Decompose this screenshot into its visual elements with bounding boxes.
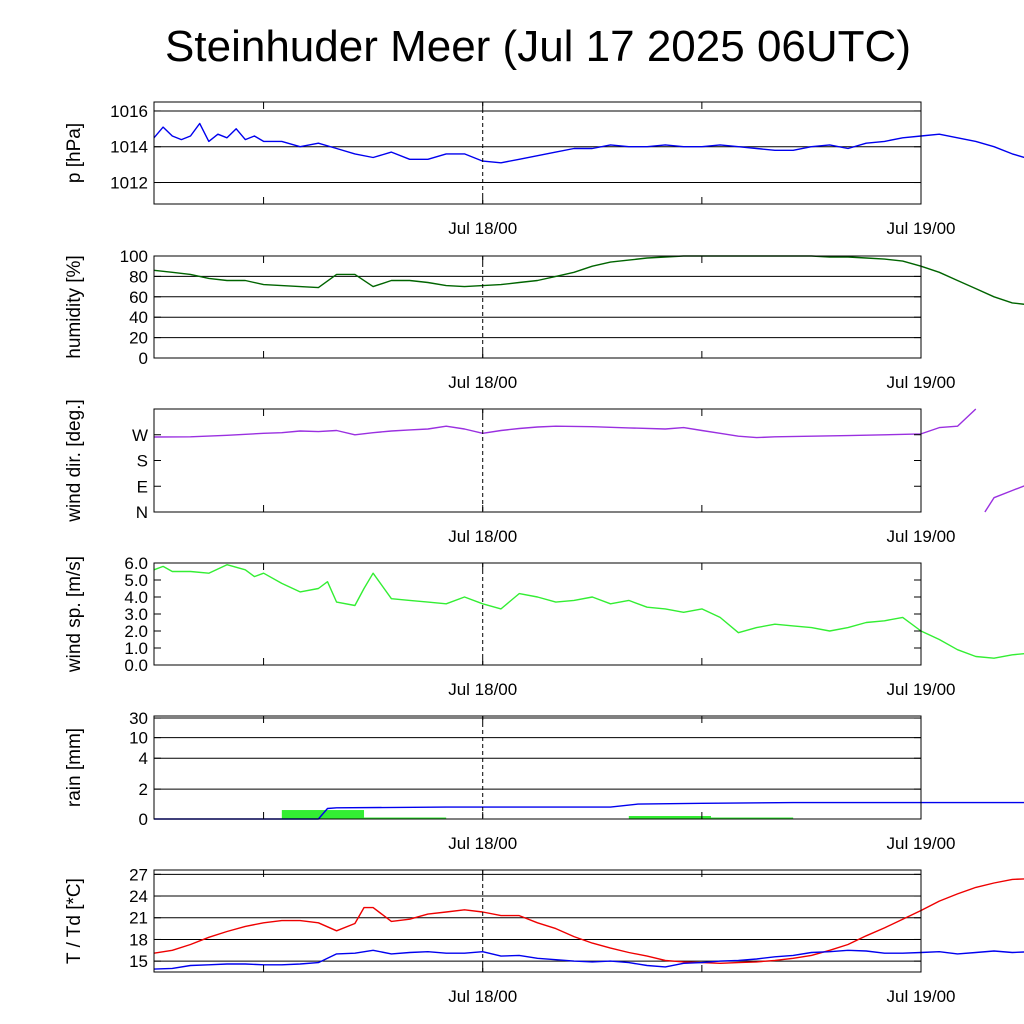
y-tick-label: 5.0: [124, 571, 148, 590]
y-tick-label: 40: [129, 308, 148, 327]
y-tick-label: 4.0: [124, 588, 148, 607]
y-tick-label: E: [137, 477, 148, 496]
wind_dir-ylabel: wind dir. [deg.]: [64, 399, 85, 523]
pressure-ylabel: p [hPa]: [64, 123, 85, 183]
temperature-ylabel: T / Td [*C]: [64, 878, 85, 964]
y-tick-label: 27: [129, 865, 148, 884]
x-tick-label: Jul 19/00: [887, 527, 956, 546]
x-tick-label: Jul 18/00: [448, 373, 517, 392]
pressure-frame: [153, 101, 922, 205]
pressure-series-pressure: [153, 122, 1024, 164]
x-tick-label: Jul 19/00: [887, 680, 956, 699]
y-tick-label: 2.0: [124, 622, 148, 641]
humidity-frame: [153, 255, 922, 359]
y-tick-label: 18: [129, 930, 148, 949]
y-tick-label: 0: [139, 349, 148, 368]
y-tick-label: 6.0: [124, 554, 148, 573]
x-tick-label: Jul 19/00: [887, 834, 956, 853]
rain-series-rain_sum: [154, 801, 1024, 820]
y-tick-label: 1012: [110, 174, 148, 193]
rain-bar: [364, 817, 447, 819]
x-tick-label: Jul 18/00: [448, 219, 517, 238]
wind_speed-frame: [153, 562, 922, 666]
y-tick-label: N: [136, 503, 148, 522]
x-tick-label: Jul 18/00: [448, 834, 517, 853]
y-tick-label: 30: [129, 709, 148, 728]
x-tick-label: Jul 19/00: [887, 219, 956, 238]
y-tick-label: 3.0: [124, 605, 148, 624]
y-tick-label: 2: [139, 780, 148, 799]
y-tick-label: 21: [129, 909, 148, 928]
x-tick-label: Jul 19/00: [887, 987, 956, 1006]
rain-ylabel: rain [mm]: [64, 728, 85, 807]
humidity-ylabel: humidity [%]: [64, 255, 85, 358]
wind_speed-series-wind_speed: [153, 564, 1024, 659]
y-tick-label: S: [137, 452, 148, 471]
y-tick-label: 1.0: [124, 639, 148, 658]
y-tick-label: 80: [129, 267, 148, 286]
wind_speed-ylabel: wind sp. [m/s]: [64, 556, 85, 673]
y-tick-label: 15: [129, 952, 148, 971]
temperature-frame: [153, 869, 922, 973]
y-tick-label: 10: [129, 729, 148, 748]
x-tick-label: Jul 18/00: [448, 527, 517, 546]
rain-bar: [628, 816, 711, 819]
rain-frame: [153, 715, 922, 820]
y-tick-label: 100: [120, 247, 148, 266]
y-tick-label: 1014: [110, 138, 148, 157]
wind_dir-frame: [153, 408, 922, 513]
x-tick-label: Jul 18/00: [448, 680, 517, 699]
y-tick-label: W: [132, 426, 148, 445]
chart-title: Steinhuder Meer (Jul 17 2025 06UTC): [165, 22, 911, 71]
y-tick-label: 0.0: [124, 656, 148, 675]
y-tick-label: 1016: [110, 102, 148, 121]
temperature-series-dewpoint: [153, 949, 1024, 970]
y-tick-label: 60: [129, 288, 148, 307]
humidity-series-humidity: [153, 255, 1024, 305]
y-tick-label: 4: [139, 749, 148, 768]
wind_dir-series-wind_dir: [153, 408, 1024, 513]
y-tick-label: 24: [129, 887, 148, 906]
rain-bar: [710, 817, 794, 819]
y-tick-label: 0: [139, 810, 148, 829]
y-tick-label: 20: [129, 329, 148, 348]
temperature-series-temperature: [153, 878, 1024, 964]
x-tick-label: Jul 18/00: [448, 987, 517, 1006]
x-tick-label: Jul 19/00: [887, 373, 956, 392]
